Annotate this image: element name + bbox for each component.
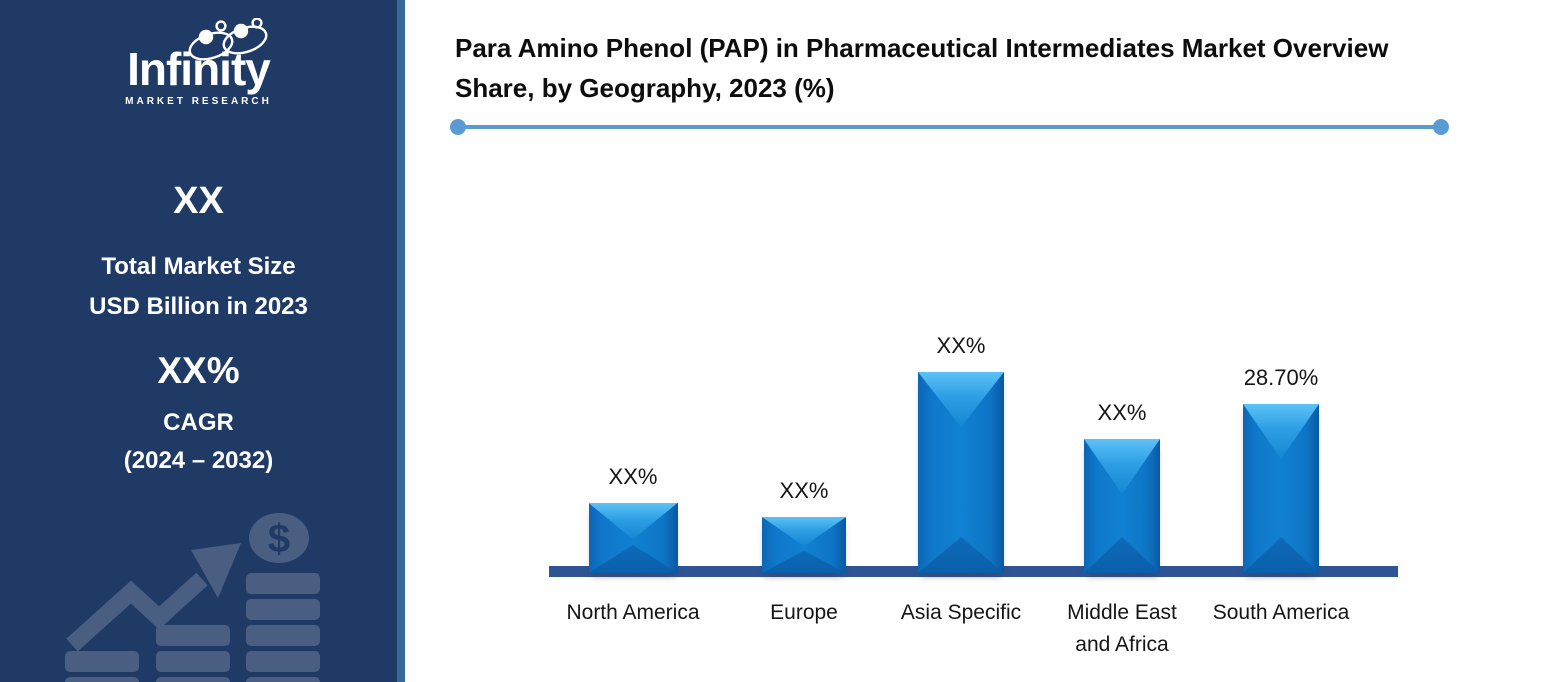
growth-chart-dollar-icon: $	[65, 513, 320, 682]
category-label: Middle East and Africa	[1067, 601, 1177, 656]
cagr-label: CAGR	[163, 409, 234, 436]
bar-column: XX%	[588, 464, 678, 573]
bar-value-label: 28.70%	[1243, 365, 1319, 390]
cagr-value: XX%	[157, 350, 240, 391]
cagr-caption: CAGR (2024 – 2032)	[0, 404, 397, 480]
bar-column: 28.70%	[1243, 365, 1319, 573]
page-title-line1: Para Amino Phenol (PAP) in Pharmaceutica…	[455, 33, 1389, 63]
market-size-caption-line1: Total Market Size	[101, 253, 296, 280]
bar	[762, 517, 846, 573]
divider-right-dot	[1433, 119, 1449, 135]
sidebar-edge-stripe	[397, 0, 405, 682]
brand-tagline: MARKET RESEARCH	[125, 96, 272, 107]
sidebar: Infinity MARKET RESEARCH XX Total Market…	[0, 0, 397, 682]
market-size-caption-line2: USD Billion in 2023	[89, 293, 308, 320]
dollar-coin-icon	[249, 513, 309, 563]
brand-name: Infinity	[127, 43, 271, 95]
bar-column: XX%	[918, 333, 1004, 573]
category-label: South America	[1212, 601, 1350, 624]
divider-left-dot	[450, 119, 466, 135]
market-size-caption: Total Market Size USD Billion in 2023	[0, 247, 397, 327]
category-label: North America	[566, 601, 700, 624]
category-label: Asia Specific	[900, 601, 1022, 624]
dollar-sign: $	[268, 517, 290, 561]
bar-column: XX%	[1084, 400, 1160, 573]
bar	[1084, 439, 1160, 573]
cagr-range: (2024 – 2032)	[123, 447, 274, 474]
title-divider-line	[450, 119, 1449, 135]
bar	[588, 503, 678, 573]
brand-logo: Infinity MARKET RESEARCH	[0, 18, 397, 109]
infinity-logo-icon	[188, 18, 268, 61]
page-title-line2: Share, by Geography, 2023 (%)	[455, 73, 835, 103]
bar-value-label: XX%	[936, 333, 986, 358]
market-size-value: XX	[173, 180, 224, 222]
bar-value-label: XX%	[1097, 400, 1147, 425]
bar-column: XX%	[762, 478, 846, 573]
category-label: Europe	[770, 601, 838, 624]
bar	[918, 372, 1004, 573]
bar-value-label: XX%	[608, 464, 658, 489]
bar-value-label: XX%	[779, 478, 829, 503]
page-title: Para Amino Phenol (PAP) in Pharmaceutica…	[455, 28, 1515, 108]
bar	[1243, 404, 1319, 573]
